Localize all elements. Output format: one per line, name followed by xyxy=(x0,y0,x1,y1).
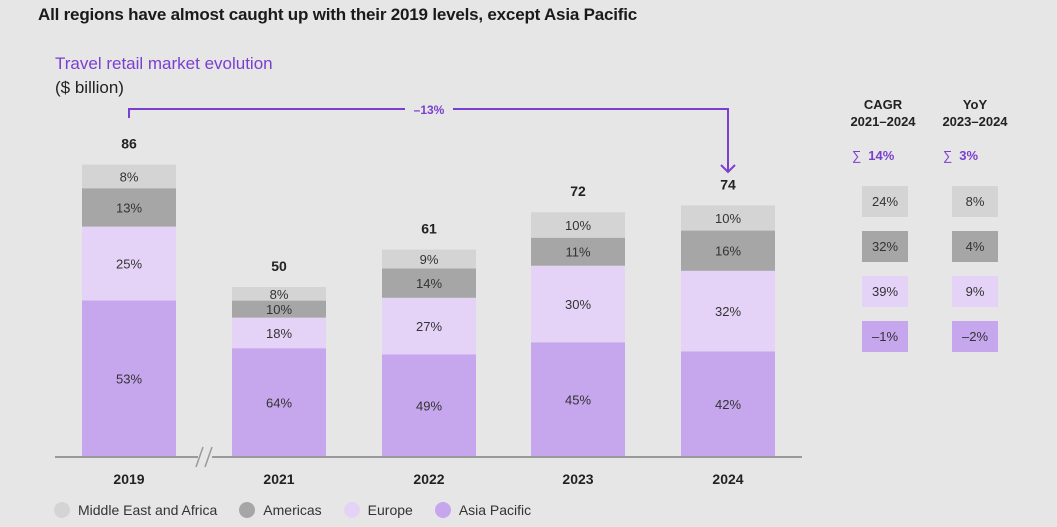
total-label: 74 xyxy=(720,176,736,192)
segment-label: 8% xyxy=(120,169,139,184)
axis-break-mark xyxy=(195,446,204,468)
legend-swatch-icon xyxy=(54,502,70,518)
yoy-cell: 8% xyxy=(952,186,998,217)
bar-segment xyxy=(531,265,625,343)
yoy-header-line1: YoY xyxy=(962,97,988,112)
bar-segment xyxy=(82,164,176,189)
yoy-cell: 4% xyxy=(952,231,998,262)
x-tick-label: 2022 xyxy=(413,471,444,487)
bar-segment xyxy=(232,300,326,318)
cagr-header-line1: CAGR xyxy=(863,97,903,112)
bar-segment xyxy=(681,270,775,352)
annotation-line xyxy=(128,108,405,118)
axis-break-gap xyxy=(198,453,212,461)
segment-label: 9% xyxy=(420,252,439,267)
bar-segment xyxy=(681,351,775,457)
total-label: 86 xyxy=(121,136,137,152)
chart-subtitle: Travel retail market evolution xyxy=(55,54,273,73)
legend-item: Americas xyxy=(239,502,322,518)
legend-item: Asia Pacific xyxy=(434,502,532,518)
bar-segment xyxy=(382,354,476,457)
yoy-total: ∑ 3% xyxy=(943,148,978,163)
bar-segment xyxy=(382,297,476,355)
chart-unit: ($ billion) xyxy=(55,78,124,97)
axis-break-mark xyxy=(204,446,213,468)
legend-swatch-icon xyxy=(343,502,360,518)
total-label: 72 xyxy=(570,183,586,199)
bar-segment xyxy=(382,268,476,298)
segment-label: 10% xyxy=(715,211,741,226)
arrow-down-icon xyxy=(720,164,736,174)
bar-segment xyxy=(531,212,625,238)
cagr-cell: 32% xyxy=(862,231,908,262)
segment-label: 32% xyxy=(715,304,741,319)
cagr-cell: 39% xyxy=(862,276,908,307)
annotation-label: –13% xyxy=(414,103,445,117)
legend: Middle East and Africa Americas Europe Asia… xyxy=(54,502,553,518)
bar-segment xyxy=(531,342,625,457)
bar-segment xyxy=(531,237,625,266)
yoy-cell: 9% xyxy=(952,276,998,307)
segment-label: 8% xyxy=(270,287,289,302)
cagr-header-line2: 2021–2024 xyxy=(850,114,916,129)
yoy-total-value: 3% xyxy=(959,148,979,163)
legend-swatch-icon xyxy=(239,502,256,518)
segment-label: 49% xyxy=(416,399,442,414)
legend-item: Middle East and Africa xyxy=(54,502,217,518)
segment-label: 64% xyxy=(266,396,292,411)
sum-icon: ∑ xyxy=(943,148,953,163)
cagr-cell: –1% xyxy=(862,321,908,352)
bar-segment xyxy=(232,348,326,457)
segment-label: 18% xyxy=(266,326,292,341)
sum-icon: ∑ xyxy=(852,148,862,163)
bar-segment xyxy=(82,300,176,457)
bar-segment xyxy=(681,230,775,271)
segment-label: 42% xyxy=(715,397,741,412)
segment-label: 25% xyxy=(116,257,142,272)
legend-label: Americas xyxy=(263,502,322,518)
cagr-total: ∑ 14% xyxy=(852,148,894,163)
annotation-line xyxy=(453,108,729,172)
legend-swatch-icon xyxy=(434,502,451,518)
cagr-cell: 24% xyxy=(862,186,908,217)
segment-label: 13% xyxy=(116,200,142,215)
x-tick-label: 2019 xyxy=(113,471,144,487)
legend-item: Europe xyxy=(343,502,413,518)
segment-label: 10% xyxy=(565,218,591,233)
x-tick-label: 2024 xyxy=(712,471,743,487)
bar-segment xyxy=(382,249,476,269)
bar-segment xyxy=(232,317,326,349)
segment-label: 45% xyxy=(565,393,591,408)
legend-label: Middle East and Africa xyxy=(78,502,218,518)
bar-segment xyxy=(82,226,176,301)
yoy-header-line2: 2023–2024 xyxy=(942,114,1008,129)
segment-label: 27% xyxy=(416,319,442,334)
bar-segment xyxy=(82,188,176,227)
segment-label: 30% xyxy=(565,297,591,312)
bar-segment xyxy=(681,205,775,231)
cagr-total-value: 14% xyxy=(868,148,895,163)
segment-label: 14% xyxy=(416,276,442,291)
chart-title: All regions have almost caught up with t… xyxy=(38,5,638,24)
yoy-header: YoY 2023–2024 xyxy=(930,96,1020,130)
legend-label: Europe xyxy=(367,502,413,518)
segment-label: 16% xyxy=(715,244,741,259)
segment-label: 11% xyxy=(565,245,590,260)
x-tick-label: 2021 xyxy=(263,471,294,487)
bar-segment xyxy=(232,287,326,301)
segment-label: 53% xyxy=(116,372,142,387)
total-label: 61 xyxy=(421,221,437,237)
cagr-header: CAGR 2021–2024 xyxy=(838,96,928,130)
legend-label: Asia Pacific xyxy=(458,502,532,518)
x-tick-label: 2023 xyxy=(562,471,593,487)
yoy-cell: –2% xyxy=(952,321,998,352)
total-label: 50 xyxy=(271,258,287,274)
segment-label: 10% xyxy=(266,302,292,317)
